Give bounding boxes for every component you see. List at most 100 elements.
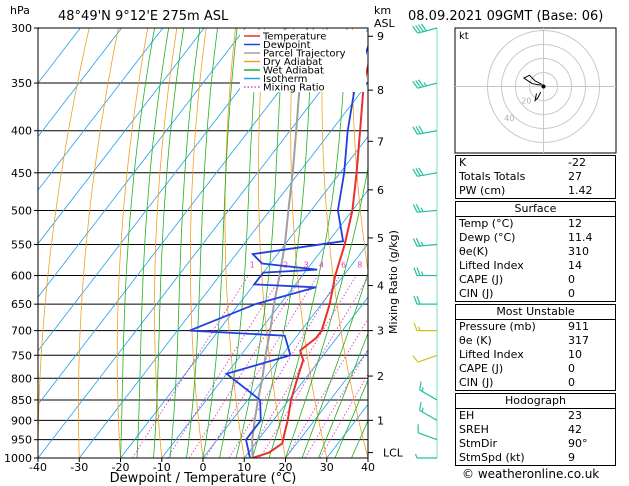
isotherm-line (243, 296, 368, 458)
surface-heading: Surface (456, 202, 615, 217)
most-unstable-row: Pressure (mb) 911 (459, 320, 589, 333)
dry-adiabat-line (116, 28, 149, 458)
legend-label: Wet Adiabat (263, 66, 324, 77)
index-row-totals: Totals Totals 27 (459, 170, 582, 183)
temperature-tick-label: 40 (361, 461, 375, 474)
mixing-ratio-label: 1 (250, 261, 255, 270)
height-tick-label: 8 (377, 84, 384, 97)
height-tick-label: 7 (377, 135, 384, 148)
wind-barb-flag (412, 80, 419, 89)
mixing-ratio-label: 8 (357, 261, 362, 270)
wind-barb-flag (413, 267, 418, 276)
wet-adiabat-line (219, 28, 260, 458)
wet-adiabat-line (153, 28, 185, 458)
temperature-line (252, 61, 368, 458)
hodograph-frame (454, 27, 617, 154)
pressure-label: 1000 (4, 452, 32, 465)
temperature-tick-label: -10 (153, 461, 171, 474)
dry-adiabat-line (78, 28, 119, 458)
hodograph-row: SREH 42 (459, 423, 582, 436)
temperature-tick-label: 20 (279, 461, 293, 474)
pressure-label: 750 (11, 349, 32, 362)
mixing-ratio-label: 10 (368, 261, 378, 270)
wind-barb-flag (412, 238, 418, 247)
surface-row: Dewp (°C) 11.4 (459, 231, 593, 244)
dry-adiabat-line (616, 28, 629, 458)
wet-adiabat-line (120, 28, 155, 458)
index-row-pw: PW (cm) 1.42 (459, 184, 593, 197)
wind-barb-half-flag (420, 241, 424, 246)
pressure-label: 800 (11, 372, 32, 385)
temperature-tick-label: 0 (200, 461, 207, 474)
wind-barb-flag (418, 125, 424, 134)
indices-surface-block: Surface Temp (°C) 12 Dewp (°C) 11.4 θe(K) 3… (455, 201, 616, 302)
legend-label: Temperature (262, 32, 326, 43)
hodograph-ring-label: 40 (504, 114, 514, 123)
wet-adiabat-line (186, 28, 218, 458)
indices-hodograph-block: Hodograph EH 23 SREH 42 StmDir 90° StmSpd (… (455, 393, 616, 466)
mixing-ratio-line (189, 275, 303, 458)
background-lines (38, 28, 629, 458)
hodograph-row: StmSpd (kt) 9 (459, 451, 575, 464)
wet-adiabat-line (334, 378, 368, 458)
mixing-ratio-line (228, 275, 341, 458)
hodograph-heading: Hodograph (456, 394, 615, 409)
isotherm-line (285, 350, 368, 458)
isotherm-line (38, 28, 164, 191)
wind-barb-flag (413, 322, 418, 331)
wind-barb-staff (418, 354, 438, 363)
dry-adiabat-line (257, 28, 286, 458)
wind-barb-flag (412, 25, 419, 34)
height-tick-label: 3 (377, 325, 384, 338)
mixing-ratio-line (319, 373, 368, 458)
wind-barb-half-flag (417, 326, 421, 331)
most-unstable-row: Lifted Index 10 (459, 348, 582, 361)
wind-barb-staff (417, 243, 438, 247)
height-tick-label: 1 (377, 414, 384, 427)
wind-barb-staff (419, 389, 438, 401)
dewpoint-line (189, 43, 368, 458)
pressure-label: 900 (11, 414, 32, 427)
pressure-label: 550 (11, 238, 32, 251)
height-ref: ASL (374, 17, 396, 30)
mixing-ratio-label: 6 (341, 261, 346, 270)
wind-barb-flag (415, 80, 422, 88)
wind-barb-flag (415, 168, 421, 177)
wind-barb-flag (416, 295, 421, 305)
wind-barb-half-flag (421, 407, 424, 412)
hodograph-row: EH 23 (459, 409, 582, 422)
wind-barb-flag (412, 204, 418, 213)
hodograph-trace (522, 74, 544, 87)
isotherm-line (78, 82, 368, 458)
wind-barb-flag (418, 167, 424, 176)
dry-adiabat-line (351, 28, 368, 274)
legend-label: Isotherm (263, 74, 307, 85)
most-unstable-row: CIN (J) 0 (459, 376, 575, 389)
isotherm-line (202, 243, 368, 458)
dry-adiabat-line (154, 28, 178, 458)
wind-barb-half-flag (423, 82, 427, 87)
pressure-label: 300 (11, 22, 32, 35)
dry-adiabat-line (290, 28, 328, 458)
wind-barb-staff (417, 209, 438, 213)
wind-barb-half-flag (421, 387, 424, 392)
wind-barb-flag (415, 237, 421, 247)
mixing-ratio-line (131, 275, 249, 458)
temperature-tick-label: -40 (29, 461, 47, 474)
legend-label: Mixing Ratio (263, 83, 325, 94)
pressure-label: 450 (11, 167, 32, 180)
wind-barb-flag (415, 126, 421, 135)
y-axis-right-label: Mixing Ratio (g/kg) (387, 230, 400, 334)
lcl-label: LCL (383, 447, 404, 460)
wet-adiabat-line (318, 332, 368, 458)
pressure-label: 500 (11, 204, 32, 217)
wind-barbs (412, 23, 438, 459)
wind-barb-flag (412, 355, 419, 363)
profiles: 1 2 3 4 6 8 10 15 20 25 (189, 28, 378, 458)
index-row-k: K -22 (459, 156, 586, 169)
most-unstable-row: θe (K) 317 (459, 334, 589, 347)
temperature-tick-label: 10 (237, 461, 251, 474)
pressure-label: 950 (11, 434, 32, 447)
wind-barb-flag (412, 126, 418, 135)
wind-barb-flag (416, 267, 421, 276)
